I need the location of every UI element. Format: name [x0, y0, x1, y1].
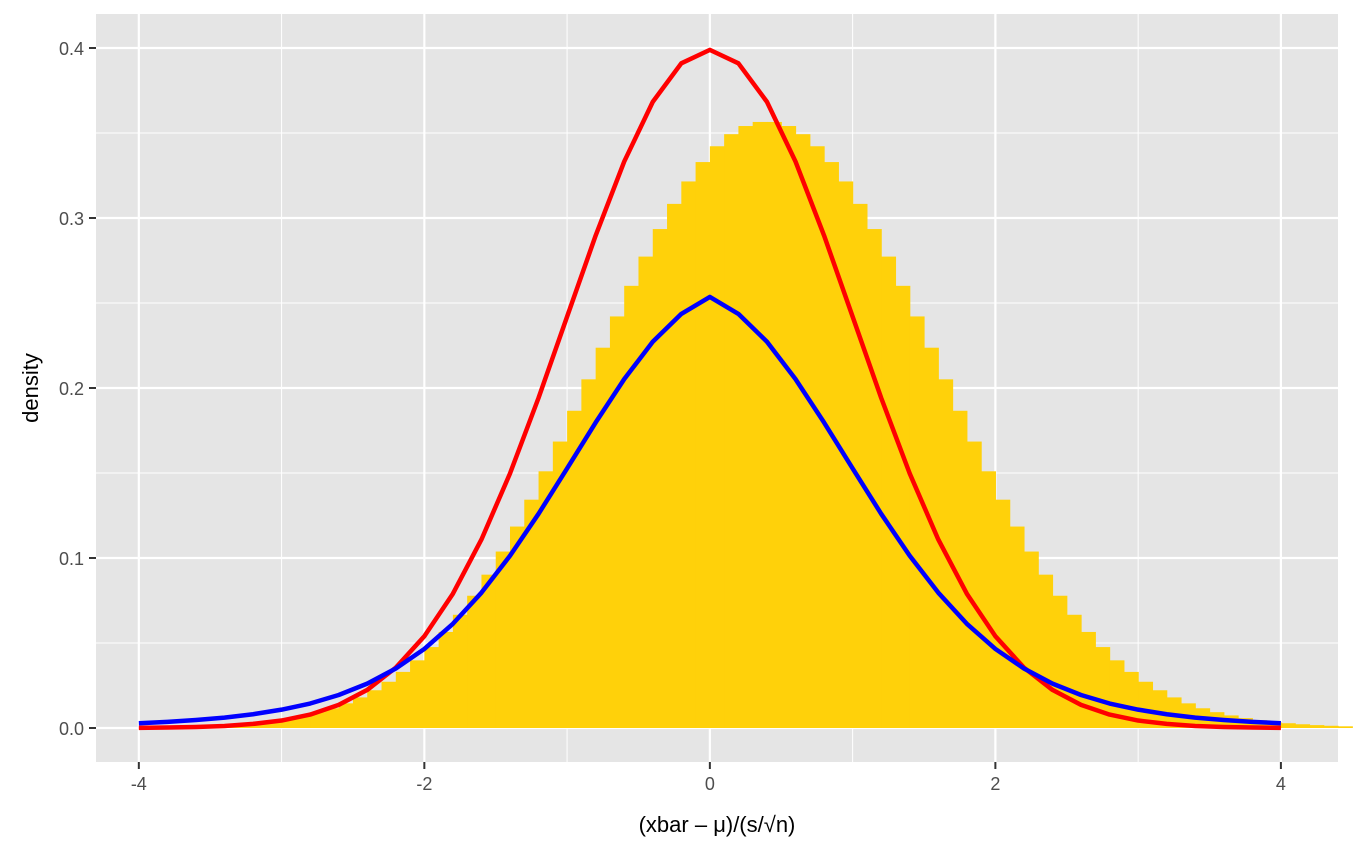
histogram-bar	[738, 126, 754, 728]
histogram-bar	[852, 203, 868, 728]
y-tick-label: 0.4	[59, 39, 84, 59]
y-tick-label: 0.1	[59, 549, 84, 569]
histogram-bar	[452, 614, 468, 728]
x-tick-label: 2	[990, 774, 1000, 794]
histogram-bar	[824, 162, 839, 728]
y-axis-ticks: 0.0 0.1 0.2 0.3 0.4	[59, 39, 96, 739]
histogram-bar	[981, 471, 996, 728]
histogram-bar	[952, 410, 968, 728]
histogram-bar	[410, 660, 425, 728]
histogram-bar	[1166, 697, 1182, 728]
histogram-bar	[1095, 647, 1111, 728]
histogram-bar	[324, 708, 340, 728]
x-tick-label: -2	[416, 774, 432, 794]
y-tick-label: 0.2	[59, 379, 84, 399]
y-axis-title: density	[18, 353, 43, 423]
histogram-bar	[1152, 690, 1168, 728]
histogram-bar	[895, 285, 911, 728]
density-line-red	[138, 47, 1281, 731]
histogram-bar	[866, 229, 882, 729]
histogram-bar	[681, 181, 697, 728]
histogram-bar	[1295, 724, 1311, 728]
histogram-bar	[1081, 631, 1096, 728]
histogram-bar	[624, 285, 640, 728]
density-line-blue	[138, 294, 1282, 726]
histogram-bar	[1323, 725, 1339, 728]
histogram-bar	[1009, 526, 1025, 728]
histogram-bar	[1023, 551, 1039, 728]
histogram-bar	[538, 471, 554, 728]
histogram-bar	[310, 712, 326, 728]
histogram-bar	[766, 121, 782, 728]
x-axis-ticks: -4 -2 0 2 4	[131, 762, 1286, 794]
histogram-bar	[552, 441, 568, 728]
histogram-bar	[609, 316, 625, 728]
histogram-bar	[367, 690, 383, 728]
histogram-bar	[524, 499, 540, 728]
histogram-bar	[467, 595, 483, 728]
histogram-bar	[781, 126, 797, 728]
histogram-bar	[881, 256, 897, 728]
histogram-bar	[1066, 614, 1082, 728]
x-axis-title: (xbar – μ)/(s/√n)	[639, 812, 796, 837]
histogram-bar	[438, 631, 454, 728]
y-tick-label: 0.0	[59, 719, 84, 739]
y-tick-label: 0.3	[59, 209, 84, 229]
histogram-bar	[638, 256, 654, 728]
histogram-bar	[1138, 681, 1154, 728]
histogram-bar	[495, 551, 511, 728]
histogram-bar	[1109, 660, 1125, 728]
histogram-bar	[995, 499, 1011, 728]
histogram-bar	[581, 379, 597, 728]
histogram-bar	[338, 703, 354, 728]
histogram-bar	[752, 121, 768, 728]
histogram-bar	[724, 134, 740, 728]
histogram-bar	[567, 410, 582, 728]
histogram-bar	[267, 720, 283, 728]
histogram-bar	[381, 681, 397, 728]
histogram-bar	[481, 574, 497, 728]
histogram-bar	[709, 146, 725, 728]
histogram-bar	[924, 347, 939, 728]
histogram-bar	[281, 718, 297, 728]
x-tick-label: -4	[131, 774, 147, 794]
histogram-bar	[909, 316, 925, 728]
histogram-bar	[667, 203, 682, 728]
density-lines	[138, 47, 1282, 731]
histogram-bar	[1338, 726, 1353, 728]
histogram-bar	[652, 229, 668, 729]
histogram-bar	[595, 347, 611, 728]
histogram-bar	[395, 671, 411, 728]
histogram-bar	[809, 146, 825, 728]
histogram-bar	[510, 526, 525, 728]
x-tick-label: 4	[1276, 774, 1286, 794]
histogram-bar	[1038, 574, 1054, 728]
histogram-bar	[1052, 595, 1068, 728]
histogram-bar	[424, 647, 440, 728]
histogram-bar	[1280, 723, 1296, 728]
x-tick-label: 0	[705, 774, 715, 794]
histogram-bar	[795, 134, 811, 728]
histogram-bar	[966, 441, 982, 728]
histogram-bar	[1123, 671, 1139, 728]
histogram-bar	[352, 697, 368, 728]
histogram-bar	[695, 162, 711, 728]
histogram-bar	[1309, 725, 1325, 728]
